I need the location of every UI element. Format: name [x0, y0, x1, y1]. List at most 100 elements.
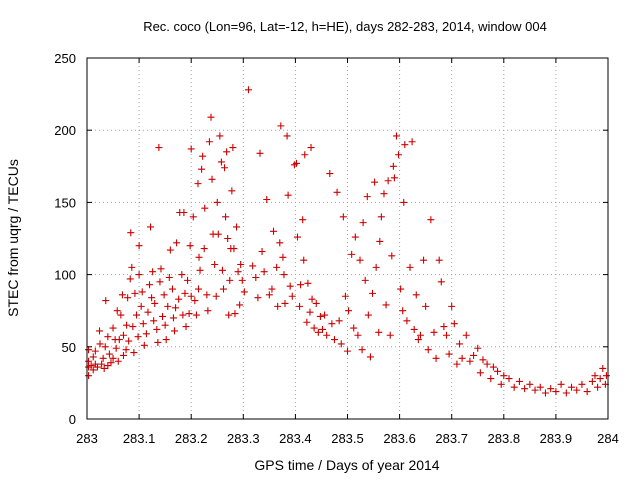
- x-tick-label: 284: [597, 431, 619, 446]
- data-point: [109, 354, 117, 362]
- data-point: [229, 144, 237, 152]
- y-tick-label: 200: [54, 123, 76, 138]
- data-point: [129, 323, 137, 331]
- data-point: [273, 263, 281, 271]
- data-point: [113, 307, 121, 315]
- data-point: [127, 229, 135, 237]
- data-point: [366, 353, 374, 361]
- data-point: [510, 383, 518, 391]
- data-point: [240, 288, 248, 296]
- data-point: [494, 367, 502, 375]
- data-point: [203, 291, 211, 299]
- data-point: [173, 239, 181, 247]
- data-point: [300, 256, 308, 264]
- data-point: [138, 288, 146, 296]
- data-point: [588, 377, 596, 385]
- data-point: [159, 312, 167, 320]
- x-tick-label: 283.5: [331, 431, 364, 446]
- data-point: [171, 327, 179, 335]
- data-point: [328, 320, 336, 328]
- data-point: [386, 331, 394, 339]
- data-point: [236, 301, 244, 309]
- data-point: [123, 321, 131, 329]
- data-point: [310, 324, 318, 332]
- x-tick-label: 283.1: [123, 431, 156, 446]
- x-tick-label: 283.7: [435, 431, 468, 446]
- data-point: [139, 320, 147, 328]
- data-point: [354, 331, 362, 339]
- data-point: [456, 340, 464, 348]
- data-point: [172, 304, 180, 312]
- data-point: [505, 375, 513, 383]
- x-tick-label: 283.8: [488, 431, 521, 446]
- data-point: [187, 292, 195, 300]
- data-point: [134, 333, 142, 341]
- data-point: [238, 276, 246, 284]
- data-point: [214, 230, 222, 238]
- data-point: [388, 252, 396, 260]
- data-point: [371, 178, 379, 186]
- y-tick-label: 100: [54, 268, 76, 283]
- data-point: [573, 386, 581, 394]
- data-point: [256, 149, 264, 157]
- data-point: [599, 364, 607, 372]
- data-point: [308, 295, 316, 303]
- data-point: [98, 360, 106, 368]
- data-point: [422, 302, 430, 310]
- data-point: [435, 256, 443, 264]
- data-point: [450, 320, 458, 328]
- data-point: [135, 271, 143, 279]
- data-point: [87, 362, 95, 370]
- data-point: [406, 263, 414, 271]
- data-point: [500, 372, 508, 380]
- data-point: [424, 346, 432, 354]
- y-axis-label: STEC from uqrg / TECUs: [5, 159, 21, 317]
- data-point: [312, 299, 320, 307]
- data-point: [578, 380, 586, 388]
- data-point: [213, 198, 221, 206]
- data-point: [195, 253, 203, 261]
- data-point: [112, 344, 120, 352]
- data-point: [395, 151, 403, 159]
- x-tick-label: 283: [76, 431, 98, 446]
- y-tick-label: 50: [62, 340, 76, 355]
- data-point: [155, 144, 163, 152]
- chart-title: Rec. coco (Lon=96, Lat=-12, h=HE), days …: [143, 19, 547, 34]
- data-points: [85, 86, 610, 397]
- data-point: [316, 312, 324, 320]
- data-point: [487, 375, 495, 383]
- data-point: [591, 372, 599, 380]
- data-point: [233, 223, 241, 231]
- data-point: [128, 263, 136, 271]
- data-point: [220, 285, 228, 293]
- data-point: [222, 213, 230, 221]
- data-point: [200, 245, 208, 253]
- data-point: [410, 325, 418, 333]
- data-point: [85, 346, 93, 354]
- data-point: [277, 122, 285, 130]
- data-point: [583, 388, 591, 396]
- data-point: [344, 347, 351, 355]
- data-point: [293, 233, 301, 241]
- data-point: [286, 282, 294, 290]
- data-point: [164, 302, 172, 310]
- data-point: [341, 292, 349, 300]
- data-point: [274, 302, 282, 310]
- data-point: [515, 377, 523, 385]
- data-point: [225, 311, 233, 319]
- data-point: [263, 196, 271, 204]
- data-point: [369, 289, 377, 297]
- data-point: [249, 262, 257, 270]
- data-point: [348, 250, 356, 258]
- data-point: [408, 138, 416, 146]
- data-point: [180, 209, 188, 217]
- data-point: [196, 266, 204, 274]
- data-point: [204, 307, 212, 315]
- data-point: [380, 190, 388, 198]
- data-point: [489, 363, 497, 371]
- data-point: [392, 132, 400, 140]
- data-point: [96, 327, 104, 335]
- data-point: [205, 138, 213, 146]
- data-point: [470, 351, 478, 359]
- data-point: [100, 364, 108, 372]
